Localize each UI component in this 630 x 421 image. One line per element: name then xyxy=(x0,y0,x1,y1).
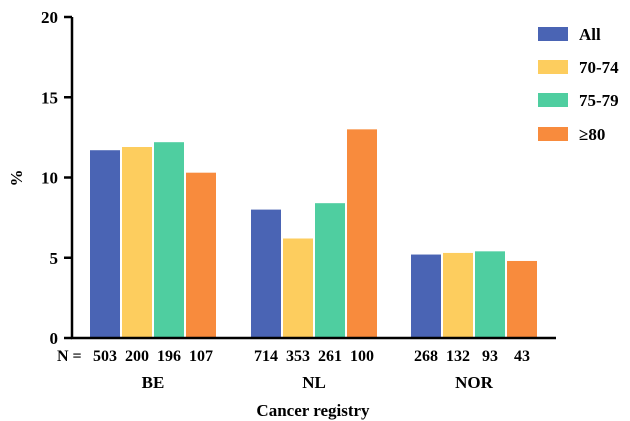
n-label: 107 xyxy=(189,348,213,365)
y-tick-label: 10 xyxy=(41,169,58,188)
bar-be-series-4 xyxy=(186,172,216,338)
legend-label: 70-74 xyxy=(579,58,619,77)
n-label: 196 xyxy=(157,348,181,365)
bar-nor-series-3 xyxy=(475,251,505,338)
category-label: NOR xyxy=(455,373,494,392)
legend-label: 75-79 xyxy=(579,91,619,110)
bar-be-series-3 xyxy=(154,142,184,338)
legend-swatch xyxy=(538,60,568,74)
n-label: 43 xyxy=(514,348,530,365)
n-label: 268 xyxy=(414,348,438,365)
y-tick-label: 0 xyxy=(50,329,59,348)
category-label: NL xyxy=(302,373,326,392)
y-tick-label: 5 xyxy=(50,249,59,268)
n-label: 503 xyxy=(93,348,117,365)
n-label: 714 xyxy=(254,348,278,365)
legend-swatch xyxy=(538,127,568,141)
legend-swatch xyxy=(538,93,568,107)
bar-nl-series-3 xyxy=(315,203,345,338)
legend: All 70-74 75-79 ≥80 xyxy=(538,25,619,144)
y-tick-label: 15 xyxy=(41,88,58,107)
bars-layer xyxy=(90,129,537,338)
bar-nor-series-1 xyxy=(411,254,441,338)
n-label: 353 xyxy=(286,348,310,365)
bar-be-series-2 xyxy=(122,147,152,338)
n-label: 200 xyxy=(125,348,149,365)
n-label: 93 xyxy=(482,348,498,365)
n-labels-layer: N = 503 200 196 107 714 353 261 100 268 132 93 43 xyxy=(57,348,530,365)
bar-nor-series-4 xyxy=(507,260,537,338)
bar-be-series-1 xyxy=(90,150,120,338)
legend-label: All xyxy=(579,25,601,44)
bar-nl-series-4 xyxy=(347,129,377,338)
n-label: 132 xyxy=(446,348,470,365)
n-label: 100 xyxy=(350,348,374,365)
y-tick-label: 20 xyxy=(41,8,58,27)
n-label: 261 xyxy=(318,348,342,365)
x-axis-title: Cancer registry xyxy=(256,401,370,420)
y-axis-title: % xyxy=(7,170,26,187)
n-prefix-label: N = xyxy=(57,348,82,365)
legend-label: ≥80 xyxy=(579,125,605,144)
bar-nl-series-2 xyxy=(283,238,313,338)
legend-swatch xyxy=(538,27,568,41)
category-label: BE xyxy=(142,373,165,392)
category-labels-layer: BE NL NOR xyxy=(142,373,494,392)
bar-nl-series-1 xyxy=(251,209,281,338)
bar-nor-series-2 xyxy=(443,252,473,338)
y-ticks-layer: 0 5 10 15 20 xyxy=(41,8,72,348)
